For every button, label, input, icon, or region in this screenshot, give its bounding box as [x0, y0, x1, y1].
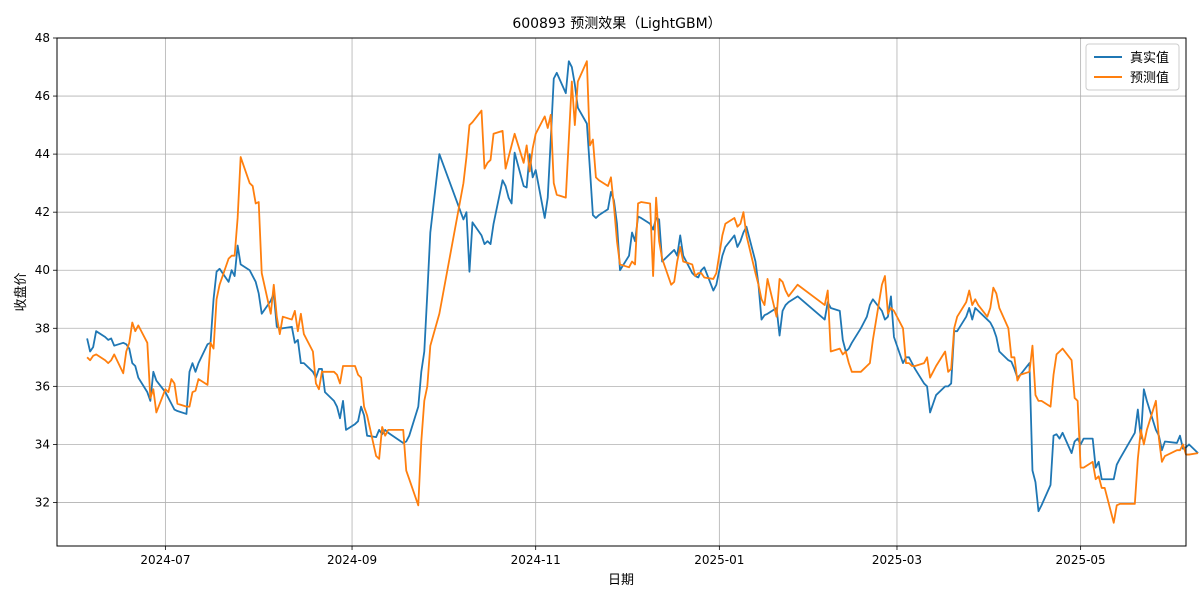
y-tick-label: 38: [35, 321, 50, 335]
chart-title: 600893 预测效果（LightGBM）: [512, 16, 721, 32]
y-tick-label: 36: [35, 379, 50, 393]
y-tick-label: 32: [35, 495, 50, 509]
axis-ticks: 32 34 36 38 40 42 44 46 48 2024-07 2024-09 2024-11 2…: [35, 31, 1106, 567]
y-tick-label: 40: [35, 263, 50, 277]
x-tick-label: 2024-11: [511, 553, 561, 567]
series-line-1: [86, 60, 1199, 524]
x-tick-label: 2024-07: [140, 553, 190, 567]
y-axis-label: 收盘价: [13, 272, 29, 311]
x-axis-label: 日期: [608, 573, 634, 588]
x-tick-label: 2024-09: [327, 553, 377, 567]
y-tick-label: 42: [35, 205, 50, 219]
y-tick-label: 48: [35, 31, 50, 45]
x-tick-label: 2025-01: [694, 553, 744, 567]
x-tick-label: 2025-05: [1056, 553, 1106, 567]
y-tick-label: 44: [35, 147, 50, 161]
x-tick-label: 2025-03: [872, 553, 922, 567]
series-line-0: [86, 60, 1199, 513]
series-lines: [86, 60, 1199, 524]
y-tick-label: 34: [35, 437, 50, 451]
legend-label-0: 真实值: [1130, 50, 1169, 66]
grid-lines: [57, 37, 1186, 546]
y-tick-label: 46: [35, 89, 50, 103]
legend-label-1: 预测值: [1130, 70, 1169, 86]
legend-box: [1085, 43, 1180, 91]
plot-frame: [56, 37, 1187, 547]
